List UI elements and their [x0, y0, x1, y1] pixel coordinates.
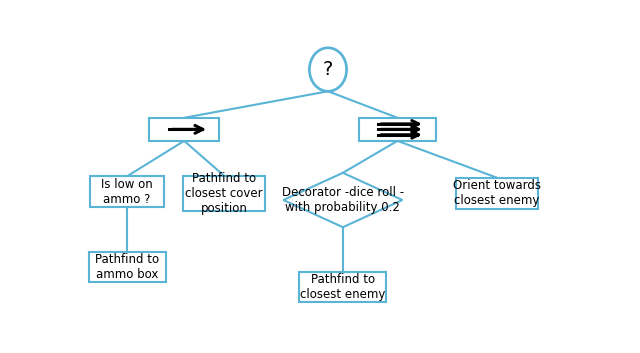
- Bar: [359, 118, 436, 141]
- Bar: [183, 175, 265, 211]
- Text: Pathfind to
closest cover
position: Pathfind to closest cover position: [185, 172, 262, 215]
- Bar: [90, 176, 164, 208]
- Text: Is low on
ammo ?: Is low on ammo ?: [101, 178, 153, 206]
- Text: Pathfind to
ammo box: Pathfind to ammo box: [95, 253, 159, 281]
- Bar: [89, 252, 166, 282]
- Ellipse shape: [309, 48, 347, 91]
- Text: Orient towards
closest enemy: Orient towards closest enemy: [452, 179, 541, 207]
- Polygon shape: [284, 173, 403, 227]
- Text: ?: ?: [323, 60, 333, 79]
- Bar: [300, 272, 387, 302]
- Bar: [456, 178, 538, 209]
- Text: Pathfind to
closest enemy: Pathfind to closest enemy: [300, 273, 385, 301]
- Text: Decorator -dice roll -
with probability 0.2: Decorator -dice roll - with probability …: [282, 186, 404, 214]
- Bar: [150, 118, 219, 141]
